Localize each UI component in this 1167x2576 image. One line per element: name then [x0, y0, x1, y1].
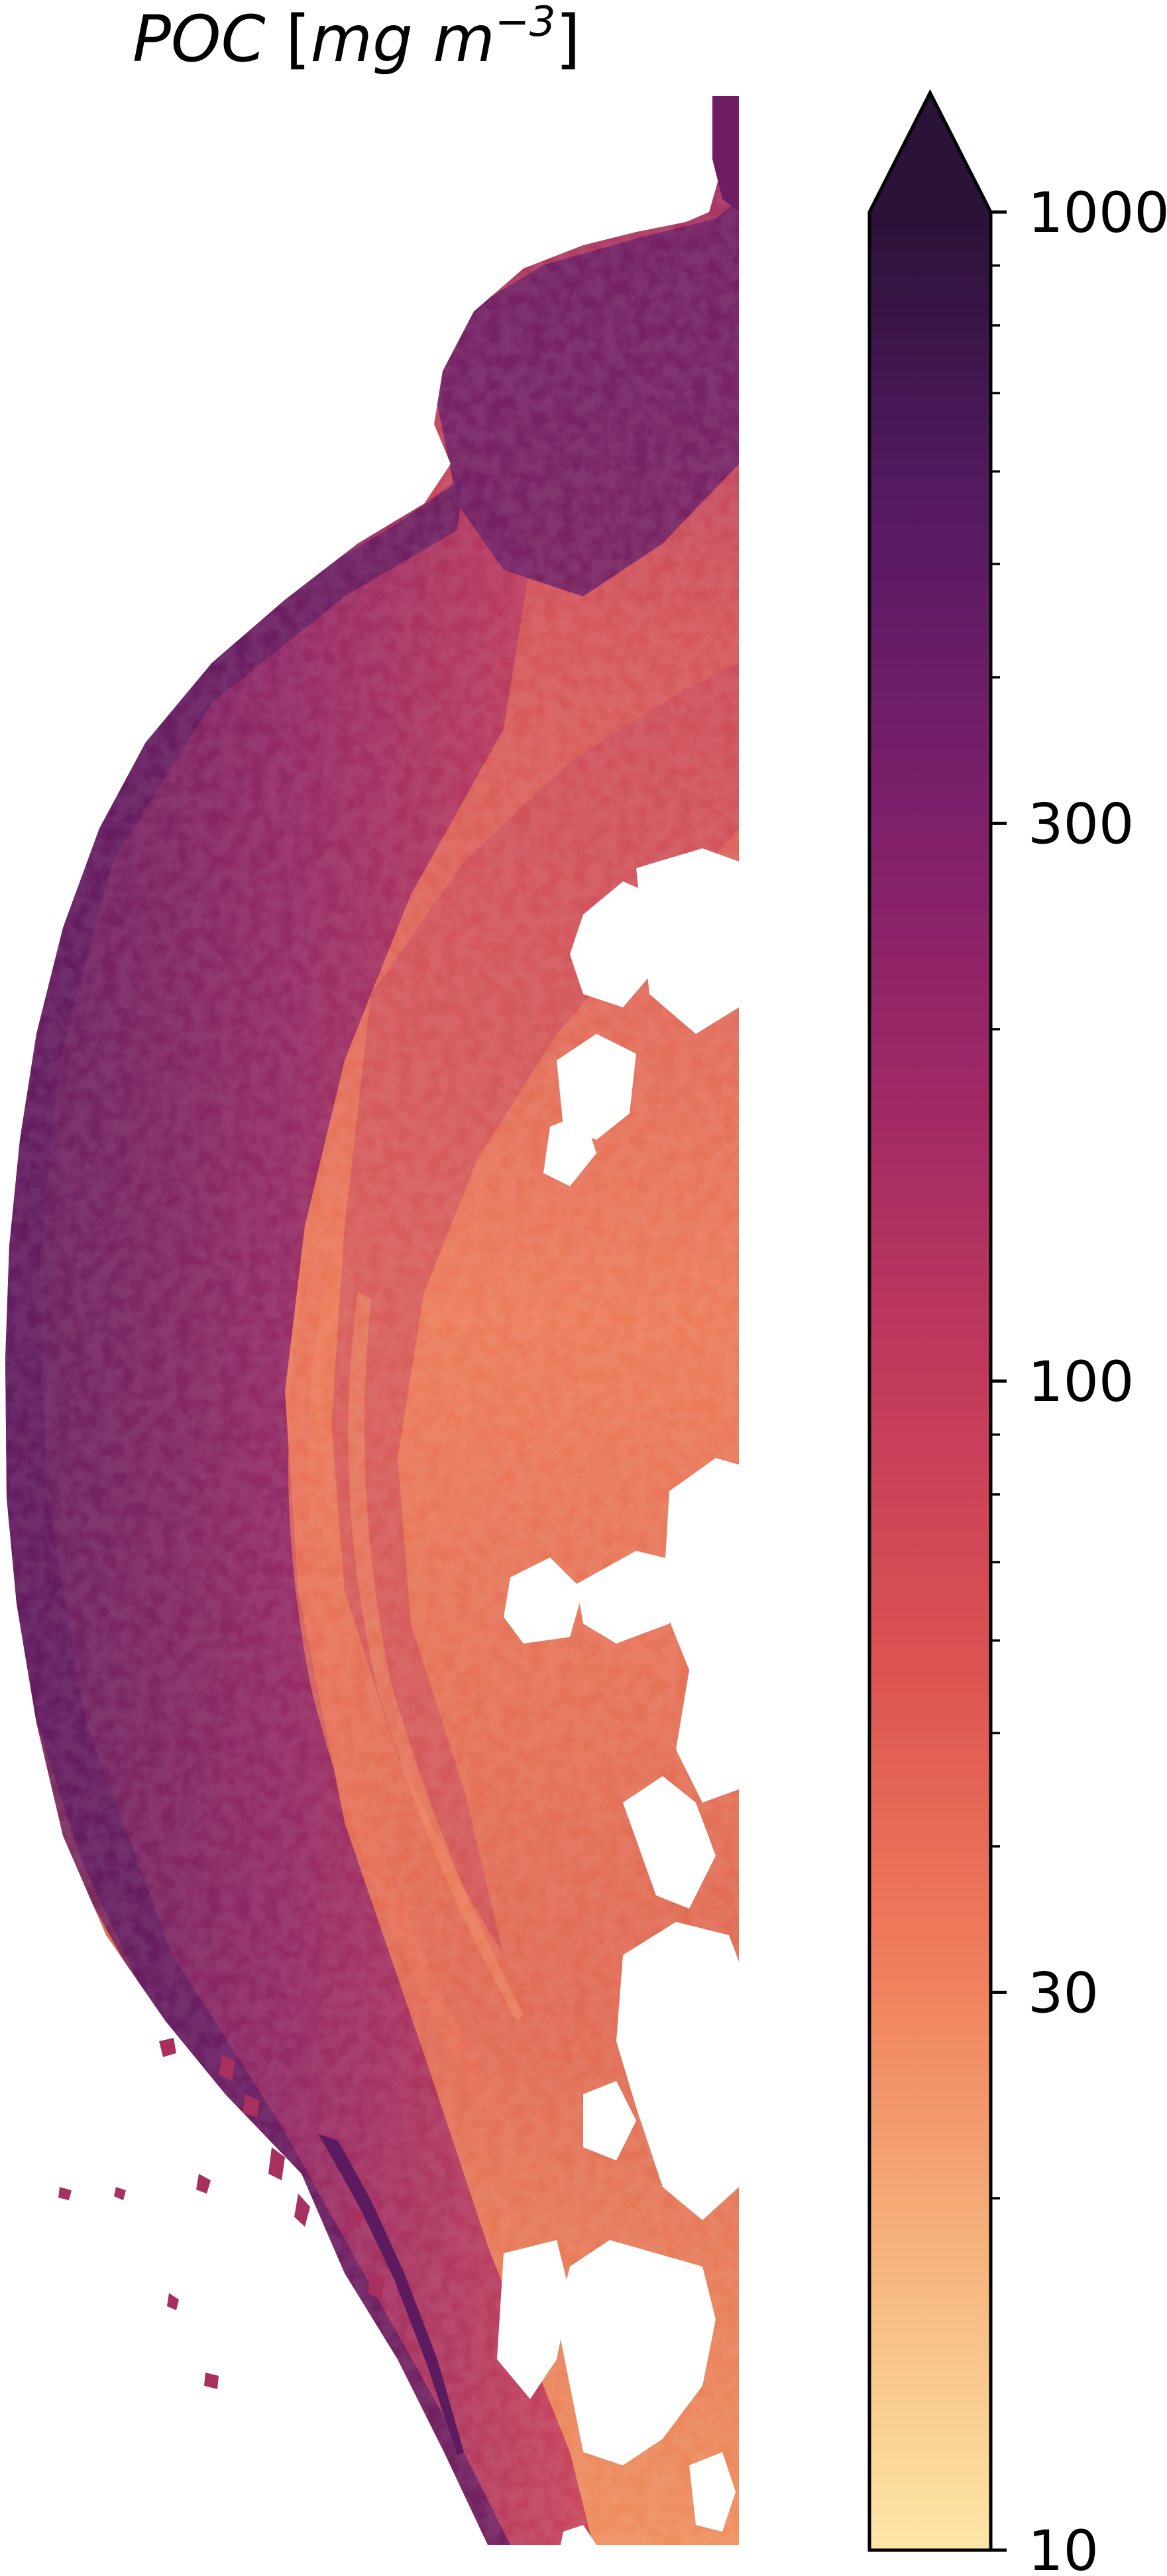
colorbar-body: [867, 89, 993, 2552]
colorbar-tick-label: 100: [1028, 1349, 1134, 1414]
colorbar-extend-max-arrow: [869, 93, 991, 212]
title-units: mg m: [310, 2, 495, 76]
colorbar-labels: 1000 300 100 30 10: [1028, 180, 1167, 2576]
colorbar-title: POC [mg m−3]: [133, 0, 581, 72]
colorbar-tick-label: 10: [1028, 2518, 1099, 2576]
colorbar-tick-label: 300: [1028, 791, 1134, 856]
colorbar-ticks: [991, 210, 1007, 2552]
colorbar-tick-label: 1000: [1028, 180, 1167, 245]
title-variable: POC: [133, 2, 266, 76]
colorbar-gradient: [869, 212, 991, 2550]
colorbar-outline: [867, 89, 993, 2552]
title-units-exponent: −3: [494, 0, 556, 46]
colorbar-tick-label: 30: [1028, 1960, 1099, 2025]
